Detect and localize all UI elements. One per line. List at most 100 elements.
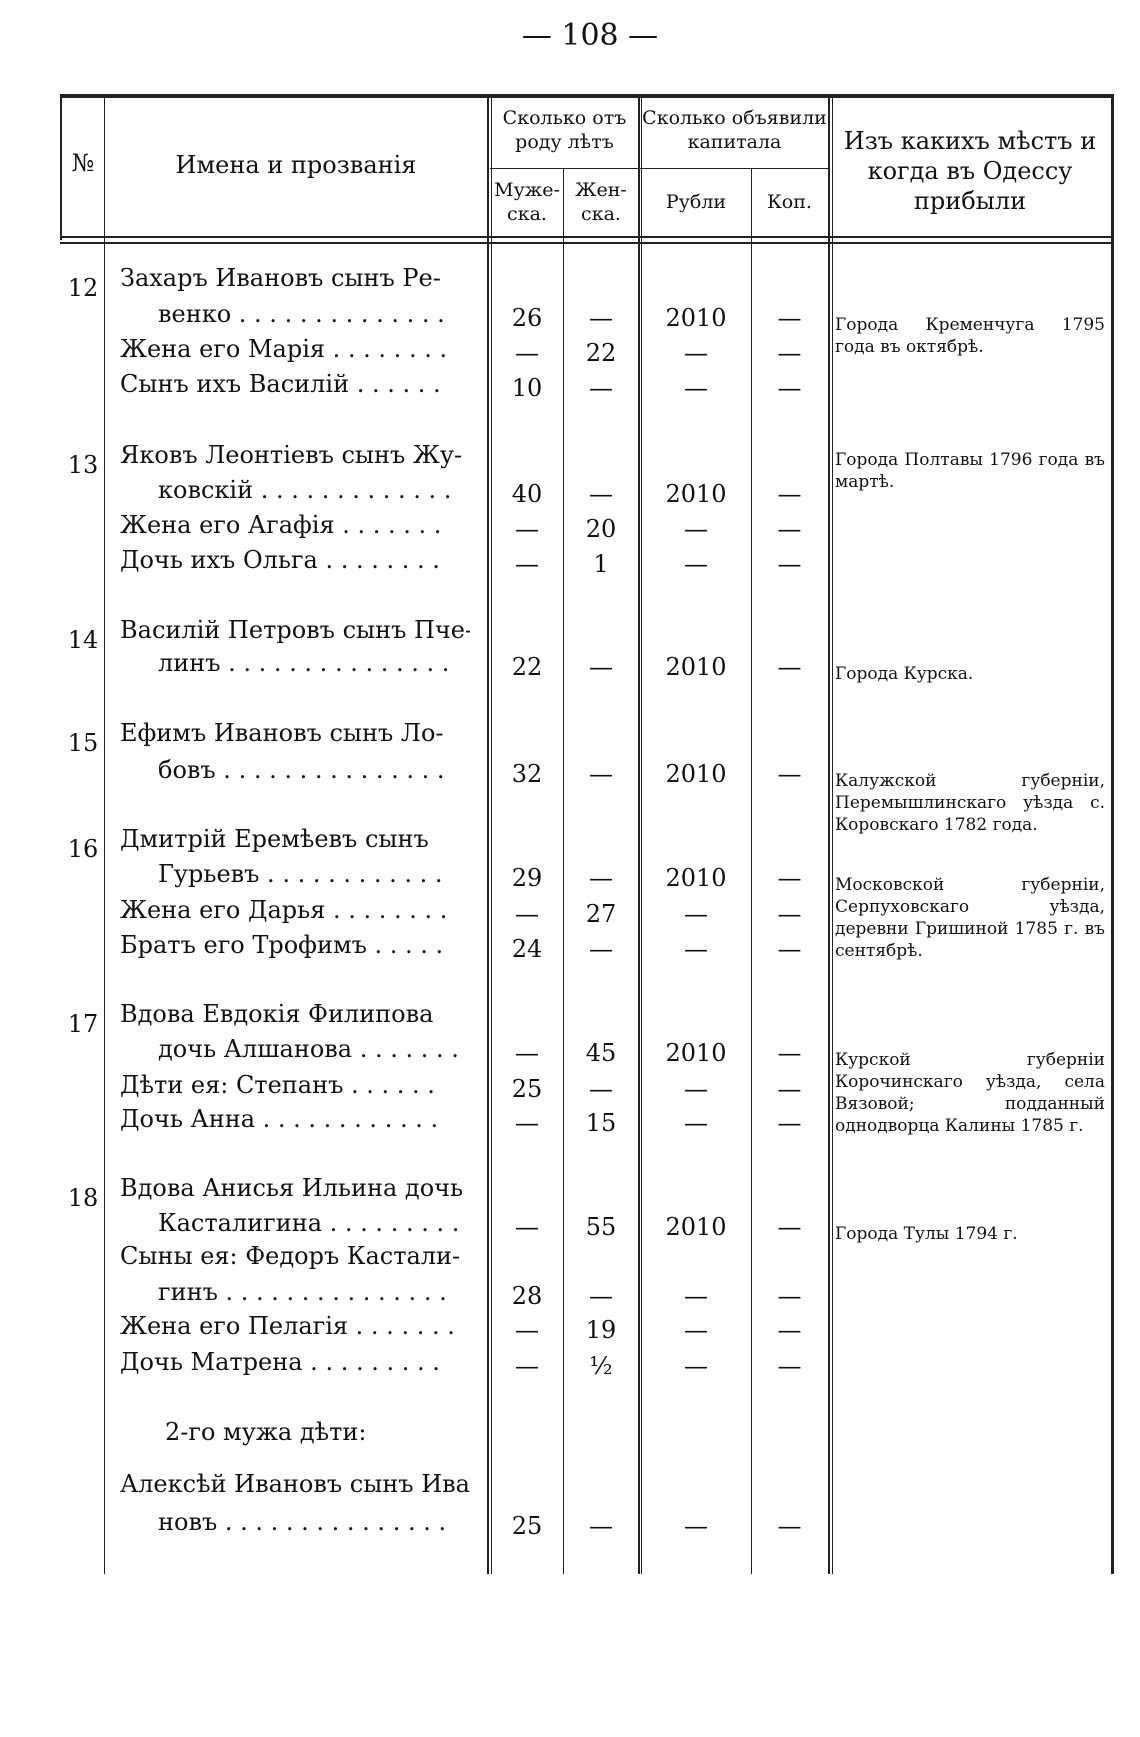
person-name: гинъ . . . . . . . . . . . . . . . xyxy=(158,1278,447,1306)
header-bottom-rule-2 xyxy=(60,242,1114,244)
cell-m: 40 xyxy=(511,480,543,508)
cell-r: — xyxy=(684,515,708,543)
cell-r: — xyxy=(684,1109,708,1137)
cell-r: — xyxy=(684,1075,708,1103)
cell-f: — xyxy=(589,864,613,892)
cell-f: — xyxy=(589,374,613,402)
cell-m: — xyxy=(515,1316,539,1344)
table-top-rule xyxy=(60,94,1114,98)
cell-k: — xyxy=(777,653,802,681)
person-name: дочь Алшанова . . . . . . . xyxy=(158,1035,459,1063)
person-name: Сыны ея: Федоръ Кастали- xyxy=(120,1242,461,1270)
person-name: Дочь Анна . . . . . . . . . . . . xyxy=(120,1105,439,1133)
header-origin: Изъ какихъ мѣстъ и когда въ Одессу прибы… xyxy=(843,127,1097,215)
entry-number: 16 xyxy=(67,835,99,863)
cell-m: — xyxy=(515,900,539,928)
person-name: Касталигина . . . . . . . . . xyxy=(158,1209,460,1237)
entry-number: 13 xyxy=(67,451,99,479)
names-column-rule-2 xyxy=(491,98,492,1574)
cell-m: — xyxy=(515,515,539,543)
entry-origin: Курской губерніи Корочинскаго уѣзда, сел… xyxy=(835,1050,1105,1136)
cell-f: 15 xyxy=(585,1109,617,1137)
entry-origin: Города Кременчуга 1795 года въ октябрѣ. xyxy=(835,315,1105,357)
entry-number: 14 xyxy=(67,626,99,654)
cell-r: — xyxy=(684,374,708,402)
cell-m: 26 xyxy=(511,304,543,332)
age-subheader-rule xyxy=(490,168,638,169)
cell-m: 24 xyxy=(511,935,543,963)
cell-k: — xyxy=(777,1316,802,1344)
cell-r: 2010 xyxy=(665,864,727,892)
person-name: Ефимъ Ивановъ сынъ Ло- xyxy=(120,719,444,747)
person-name: Дочь ихъ Ольга . . . . . . . . xyxy=(120,546,440,574)
age-capital-rule-2 xyxy=(641,98,642,1574)
person-name: линъ . . . . . . . . . . . . . . . xyxy=(158,649,450,677)
page-number: — 108 — xyxy=(521,18,659,53)
entry-origin: Московской губерніи, Серпуховскаго уѣзда… xyxy=(835,875,1105,961)
header-no: № xyxy=(71,149,95,177)
entry-origin: Калужской губерніи, Перемышлинскаго уѣзд… xyxy=(835,771,1105,835)
cell-f: 1 xyxy=(593,550,609,578)
cell-m: 25 xyxy=(511,1075,543,1103)
cell-m: — xyxy=(515,1213,539,1241)
cell-k: — xyxy=(777,1282,802,1310)
cell-r: — xyxy=(684,900,708,928)
cell-m: — xyxy=(515,550,539,578)
cell-f: 22 xyxy=(585,339,617,367)
cell-k: — xyxy=(777,515,802,543)
person-name: Яковъ Леонтіевъ сынъ Жу- xyxy=(120,441,463,469)
cell-k: — xyxy=(777,1075,802,1103)
names-column-rule xyxy=(487,98,489,1574)
header-age-male: Муже-ска. xyxy=(494,179,560,225)
cell-r: 2010 xyxy=(665,480,727,508)
cell-r: — xyxy=(684,1282,708,1310)
cell-r: — xyxy=(684,1352,708,1380)
age-capital-rule xyxy=(638,98,640,1574)
person-name: Жена его Дарья . . . . . . . . xyxy=(120,896,448,924)
cell-f: 45 xyxy=(585,1039,617,1067)
header-age-female: Жен-ска. xyxy=(575,179,627,225)
cell-k: — xyxy=(777,1109,802,1137)
cell-m: 32 xyxy=(511,760,543,788)
person-name: Сынъ ихъ Василій . . . . . . xyxy=(120,370,441,398)
person-name: Дмитрій Еремѣевъ сынъ xyxy=(120,825,429,853)
right-border xyxy=(1111,94,1114,1574)
cell-f: — xyxy=(589,1512,613,1540)
cell-k: — xyxy=(777,1213,802,1241)
cell-k: — xyxy=(777,480,802,508)
cell-f: 55 xyxy=(585,1213,617,1241)
entry-origin: Города Курска. xyxy=(835,664,974,684)
cell-k: — xyxy=(777,1512,802,1540)
rubles-kopecks-rule xyxy=(751,168,752,1574)
entry-number: 17 xyxy=(67,1010,99,1038)
person-name: Жена его Марія . . . . . . . . xyxy=(120,335,448,363)
cell-m: — xyxy=(515,339,539,367)
cell-r: — xyxy=(684,339,708,367)
cell-f: 27 xyxy=(585,900,617,928)
cell-r: — xyxy=(684,935,708,963)
male-female-rule xyxy=(563,168,564,1574)
cell-f: — xyxy=(589,304,613,332)
person-name: Братъ его Трофимъ . . . . . xyxy=(120,931,444,959)
entry-number: 12 xyxy=(67,274,99,302)
cell-k: — xyxy=(777,900,802,928)
capital-origin-rule-2 xyxy=(832,98,833,1574)
header-kopecks: Коп. xyxy=(767,191,812,213)
cell-f: — xyxy=(589,935,613,963)
cell-r: — xyxy=(684,1316,708,1344)
cell-m: 28 xyxy=(511,1282,543,1310)
cell-k: — xyxy=(777,935,802,963)
cell-f: ½ xyxy=(589,1352,613,1380)
cell-k: — xyxy=(777,304,802,332)
header-names: Имена и прозванія xyxy=(175,151,417,179)
cell-m: — xyxy=(515,1109,539,1137)
person-name: Дочь Матрена . . . . . . . . . xyxy=(120,1348,440,1376)
cell-r: — xyxy=(684,550,708,578)
person-name: ковскій . . . . . . . . . . . . . xyxy=(158,476,452,504)
person-name: бовъ . . . . . . . . . . . . . . . xyxy=(158,756,445,784)
cell-k: — xyxy=(777,1039,802,1067)
cell-f: — xyxy=(589,1282,613,1310)
cell-k: — xyxy=(777,339,802,367)
person-name: Жена его Агафія . . . . . . . xyxy=(120,511,442,539)
header-capital: Сколько объявили капитала xyxy=(642,107,827,153)
